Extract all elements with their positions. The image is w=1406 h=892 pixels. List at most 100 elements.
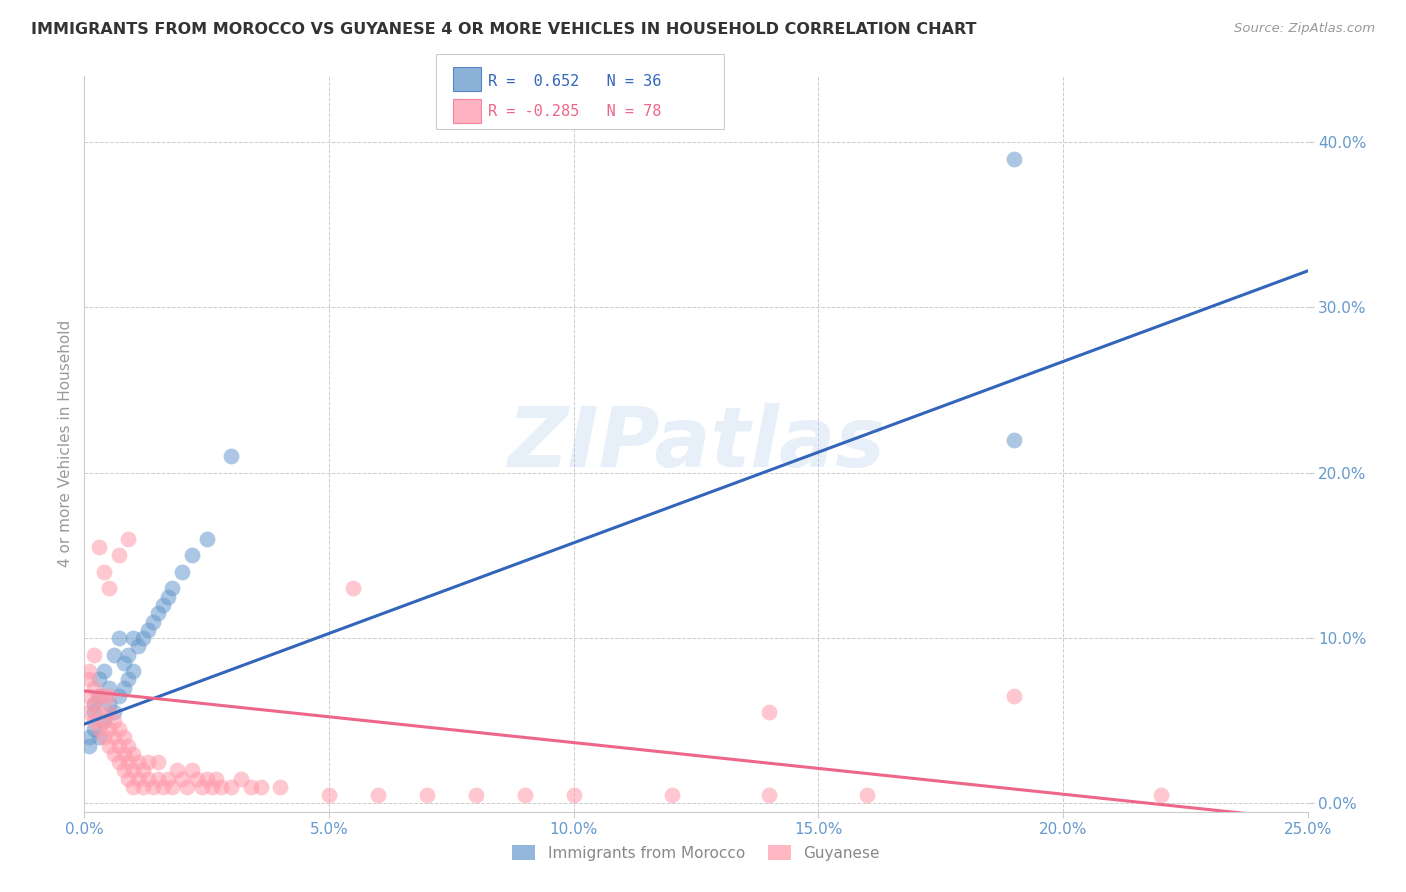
Point — [97, 681, 120, 695]
Point — [107, 549, 129, 563]
Point — [186, 772, 208, 786]
Point — [97, 739, 120, 753]
Point — [127, 640, 149, 654]
Point — [856, 788, 879, 802]
Y-axis label: 4 or more Vehicles in Household: 4 or more Vehicles in Household — [58, 320, 73, 567]
Point — [195, 532, 218, 546]
Point — [195, 772, 218, 786]
Point — [122, 631, 145, 645]
Point — [318, 788, 340, 802]
Point — [239, 780, 262, 794]
Point — [122, 780, 145, 794]
Point — [156, 590, 179, 604]
Point — [107, 739, 129, 753]
Text: Source: ZipAtlas.com: Source: ZipAtlas.com — [1234, 22, 1375, 36]
Point — [83, 722, 105, 736]
Point — [112, 764, 135, 778]
Point — [1002, 689, 1025, 703]
Point — [83, 681, 105, 695]
Point — [107, 631, 129, 645]
Point — [367, 788, 389, 802]
Point — [83, 697, 105, 711]
Point — [172, 565, 194, 579]
Point — [103, 706, 125, 720]
Point — [464, 788, 486, 802]
Point — [97, 722, 120, 736]
Point — [661, 788, 683, 802]
Point — [117, 532, 139, 546]
Point — [181, 764, 204, 778]
Point — [87, 689, 110, 703]
Point — [83, 648, 105, 662]
Point — [87, 706, 110, 720]
Point — [117, 648, 139, 662]
Point — [97, 689, 120, 703]
Point — [562, 788, 585, 802]
Text: R = -0.285   N = 78: R = -0.285 N = 78 — [488, 104, 661, 120]
Point — [146, 772, 169, 786]
Point — [112, 656, 135, 670]
Text: IMMIGRANTS FROM MOROCCO VS GUYANESE 4 OR MORE VEHICLES IN HOUSEHOLD CORRELATION : IMMIGRANTS FROM MOROCCO VS GUYANESE 4 OR… — [31, 22, 976, 37]
Point — [87, 540, 110, 554]
Point — [93, 731, 115, 745]
Point — [117, 755, 139, 769]
Point — [1002, 152, 1025, 166]
Point — [342, 582, 364, 596]
Point — [77, 673, 100, 687]
Point — [127, 772, 149, 786]
Text: ZIPatlas: ZIPatlas — [508, 403, 884, 484]
Point — [513, 788, 536, 802]
Point — [87, 731, 110, 745]
Point — [77, 731, 100, 745]
Point — [87, 673, 110, 687]
Point — [132, 631, 155, 645]
Point — [83, 697, 105, 711]
Point — [209, 780, 232, 794]
Point — [269, 780, 291, 794]
Point — [122, 747, 145, 761]
Point — [758, 788, 780, 802]
Point — [97, 582, 120, 596]
Point — [117, 673, 139, 687]
Point — [219, 780, 242, 794]
Point — [132, 764, 155, 778]
Point — [97, 706, 120, 720]
Point — [162, 582, 184, 596]
Point — [83, 714, 105, 728]
Point — [152, 780, 174, 794]
Point — [136, 772, 159, 786]
Point — [142, 615, 165, 629]
Point — [77, 689, 100, 703]
Point — [77, 664, 100, 678]
Point — [117, 739, 139, 753]
Point — [117, 772, 139, 786]
Point — [146, 607, 169, 621]
Point — [176, 780, 198, 794]
Point — [219, 449, 242, 463]
Point — [205, 772, 228, 786]
Point — [191, 780, 214, 794]
Point — [758, 706, 780, 720]
Point — [136, 755, 159, 769]
Point — [87, 689, 110, 703]
Point — [132, 780, 155, 794]
Point — [136, 623, 159, 637]
Point — [103, 731, 125, 745]
Point — [93, 689, 115, 703]
Point — [229, 772, 252, 786]
Point — [112, 747, 135, 761]
Point — [142, 780, 165, 794]
Point — [93, 714, 115, 728]
Point — [103, 714, 125, 728]
Point — [112, 681, 135, 695]
Point — [249, 780, 271, 794]
Point — [166, 764, 188, 778]
Point — [93, 565, 115, 579]
Point — [77, 739, 100, 753]
Point — [107, 689, 129, 703]
Point — [93, 714, 115, 728]
Point — [146, 755, 169, 769]
Point — [87, 722, 110, 736]
Point — [103, 747, 125, 761]
Point — [83, 706, 105, 720]
